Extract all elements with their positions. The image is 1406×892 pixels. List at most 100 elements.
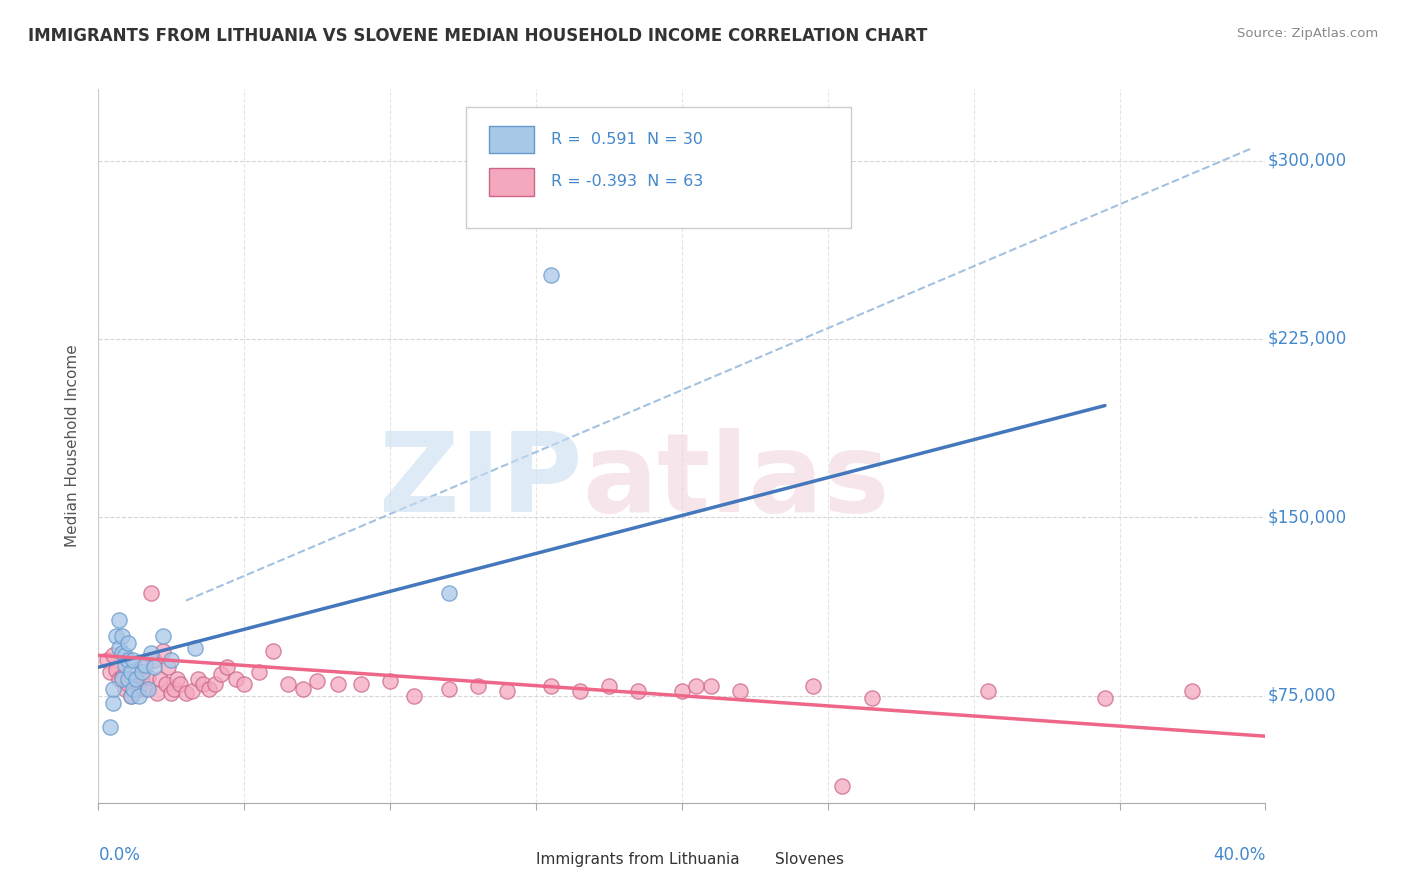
Point	[128, 681, 150, 696]
Point	[378, 674, 402, 689]
Point	[114, 681, 136, 696]
Point	[101, 696, 124, 710]
Point	[467, 679, 489, 693]
Point	[101, 648, 124, 663]
Text: atlas: atlas	[582, 428, 890, 535]
Point	[122, 681, 145, 696]
Text: $300,000: $300,000	[1268, 152, 1347, 169]
FancyBboxPatch shape	[506, 858, 533, 874]
Point	[193, 677, 215, 691]
Point	[111, 629, 134, 643]
Point	[114, 657, 136, 672]
Point	[152, 629, 174, 643]
Point	[801, 679, 824, 693]
Point	[146, 686, 169, 700]
Point	[262, 643, 284, 657]
Point	[117, 653, 139, 667]
Point	[152, 643, 174, 657]
Point	[350, 677, 373, 691]
Point	[117, 677, 139, 691]
Point	[183, 641, 205, 656]
Point	[111, 670, 134, 684]
Point	[142, 660, 165, 674]
Point	[111, 646, 134, 660]
Text: ZIP: ZIP	[380, 428, 582, 535]
Point	[204, 677, 226, 691]
Text: $150,000: $150,000	[1268, 508, 1347, 526]
Point	[326, 677, 349, 691]
Point	[104, 663, 127, 677]
Point	[291, 681, 314, 696]
Point	[225, 672, 247, 686]
Point	[117, 672, 139, 686]
Point	[157, 660, 180, 674]
Point	[598, 679, 620, 693]
Point	[104, 629, 127, 643]
Point	[277, 677, 299, 691]
Point	[247, 665, 270, 679]
Point	[180, 684, 202, 698]
Point	[111, 672, 134, 686]
Point	[149, 672, 172, 686]
Point	[114, 648, 136, 663]
FancyBboxPatch shape	[489, 126, 534, 153]
Point	[198, 681, 221, 696]
Text: $75,000: $75,000	[1268, 687, 1336, 705]
Text: Immigrants from Lithuania: Immigrants from Lithuania	[536, 853, 740, 867]
Point	[120, 665, 142, 679]
Point	[1094, 691, 1116, 706]
Point	[860, 691, 883, 706]
Point	[1181, 684, 1204, 698]
Point	[125, 672, 148, 686]
Point	[163, 681, 186, 696]
Point	[627, 684, 650, 698]
Point	[131, 660, 153, 674]
Point	[108, 672, 131, 686]
Point	[831, 779, 853, 793]
Text: 40.0%: 40.0%	[1213, 846, 1265, 863]
Point	[540, 268, 562, 282]
Point	[728, 684, 751, 698]
Point	[108, 613, 131, 627]
Point	[233, 677, 256, 691]
Point	[540, 679, 562, 693]
Point	[568, 684, 591, 698]
Point	[131, 672, 153, 686]
Point	[139, 646, 162, 660]
Point	[108, 641, 131, 656]
Point	[134, 681, 156, 696]
Point	[437, 681, 460, 696]
Point	[96, 653, 118, 667]
FancyBboxPatch shape	[489, 169, 534, 195]
Point	[977, 684, 1000, 698]
Text: R =  0.591  N = 30: R = 0.591 N = 30	[551, 132, 703, 146]
FancyBboxPatch shape	[747, 858, 772, 874]
Point	[131, 665, 153, 679]
Point	[215, 660, 238, 674]
Point	[685, 679, 707, 693]
Y-axis label: Median Household Income: Median Household Income	[65, 344, 80, 548]
Point	[120, 689, 142, 703]
Point	[671, 684, 693, 698]
FancyBboxPatch shape	[465, 107, 851, 228]
Point	[209, 667, 232, 681]
Point	[160, 653, 183, 667]
Text: 0.0%: 0.0%	[98, 846, 141, 863]
Text: R = -0.393  N = 63: R = -0.393 N = 63	[551, 175, 703, 189]
Text: Slovenes: Slovenes	[775, 853, 844, 867]
Point	[160, 686, 183, 700]
Text: IMMIGRANTS FROM LITHUANIA VS SLOVENE MEDIAN HOUSEHOLD INCOME CORRELATION CHART: IMMIGRANTS FROM LITHUANIA VS SLOVENE MED…	[28, 27, 928, 45]
Text: Source: ZipAtlas.com: Source: ZipAtlas.com	[1237, 27, 1378, 40]
Point	[155, 677, 177, 691]
Point	[134, 657, 156, 672]
Point	[120, 689, 142, 703]
Text: $225,000: $225,000	[1268, 330, 1347, 348]
Point	[98, 720, 121, 734]
Point	[700, 679, 723, 693]
Point	[128, 689, 150, 703]
Point	[174, 686, 197, 700]
Point	[117, 636, 139, 650]
Point	[166, 672, 188, 686]
Point	[169, 677, 191, 691]
Point	[139, 586, 162, 600]
